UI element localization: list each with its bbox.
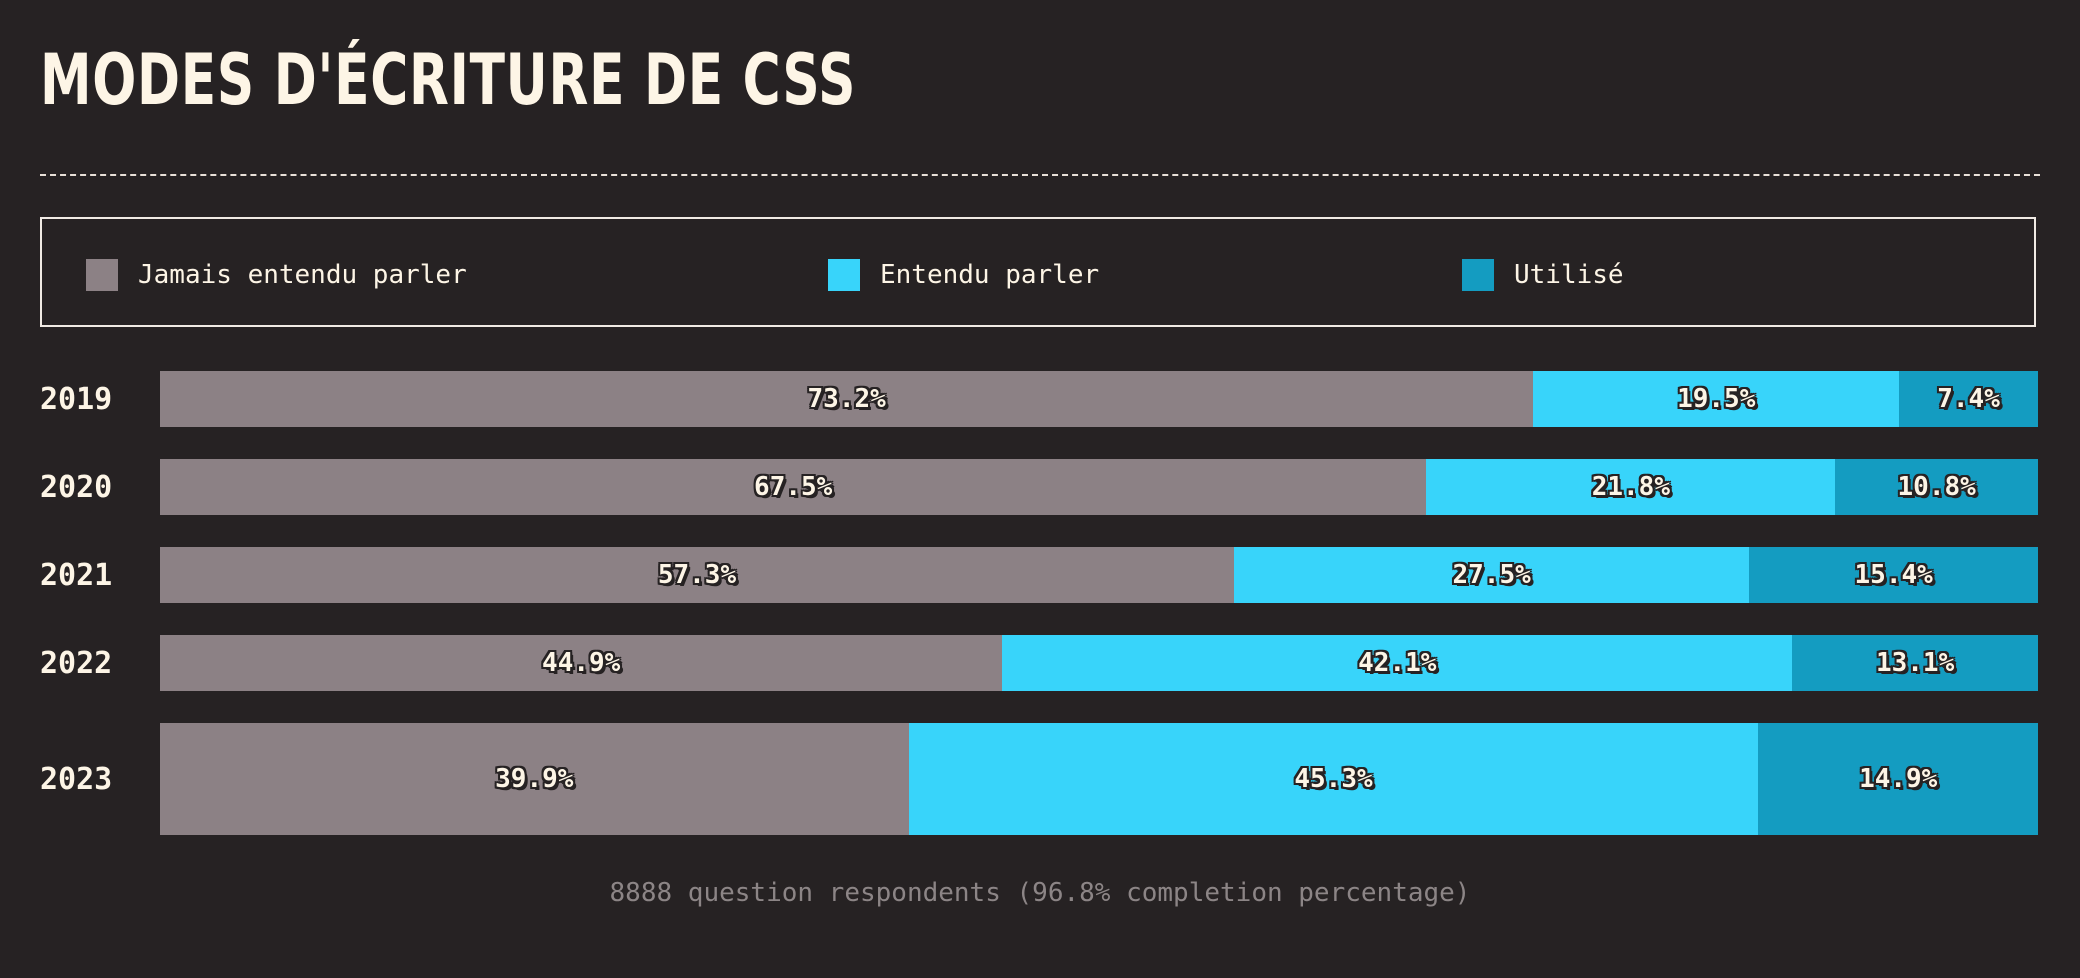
respondents-footer: 8888 question respondents (96.8% complet… [609,878,1471,908]
bar-segment[interactable]: 10.8% [1835,459,2038,515]
bar-segment[interactable]: 42.1% [1002,635,1793,691]
year-label: 2021 [40,557,113,593]
year-label: 2022 [40,645,113,681]
bar-segment[interactable]: 27.5% [1233,547,1750,603]
year-label: 2020 [40,469,113,505]
legend-swatch-used [1462,259,1494,291]
chart-title: MODES D'ÉCRITURE DE CSS [40,39,857,121]
bar-segment[interactable]: 67.5% [160,459,1427,515]
dashed-divider [40,174,2040,176]
legend-label: Entendu parler [880,260,1100,290]
bar-segment[interactable]: 19.5% [1533,371,1900,427]
legend-label: Utilisé [1514,260,1624,290]
legend-item-used[interactable]: Utilisé [1462,259,1624,291]
bar-segment[interactable]: 45.3% [908,723,1759,835]
year-label: 2023 [40,761,113,797]
bar-segment[interactable]: 39.9% [160,723,909,835]
bar-segment[interactable]: 73.2% [160,371,1534,427]
legend-item-heard[interactable]: Entendu parler [828,259,1099,291]
legend-swatch-never-heard [86,259,118,291]
legend: Jamais entendu parler Entendu parler Uti… [40,217,2036,327]
bar-segment[interactable]: 57.3% [160,547,1234,603]
year-label: 2019 [40,381,113,417]
bar-row: 57.3% 27.5% 15.4% [160,547,2038,603]
bar-row: 39.9% 45.3% 14.9% [160,723,2038,835]
bar-segment[interactable]: 44.9% [160,635,1003,691]
bar-row: 73.2% 19.5% 7.4% [160,371,2038,427]
legend-swatch-heard [828,259,860,291]
bar-segment[interactable]: 14.9% [1758,723,2038,835]
bar-segment[interactable]: 13.1% [1792,635,2038,691]
bar-row: 67.5% 21.8% 10.8% [160,459,2038,515]
bar-segment[interactable]: 15.4% [1749,547,2038,603]
legend-item-never-heard[interactable]: Jamais entendu parler [86,259,467,291]
bar-segment[interactable]: 21.8% [1426,459,1836,515]
bar-segment[interactable]: 7.4% [1899,371,2038,427]
legend-label: Jamais entendu parler [138,260,467,290]
bar-row: 44.9% 42.1% 13.1% [160,635,2038,691]
